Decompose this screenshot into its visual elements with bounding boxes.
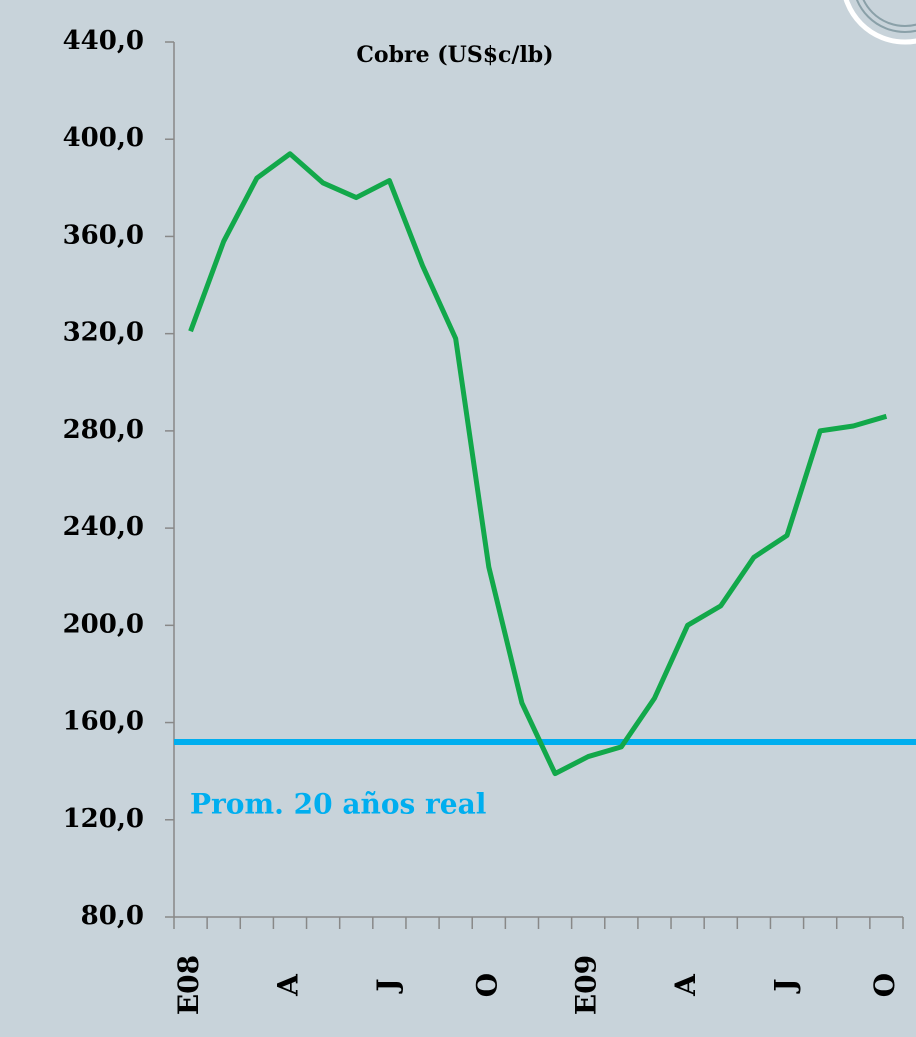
reference-label: Prom. 20 años real [190,788,486,821]
x-tick-label: O [470,973,503,997]
x-tick-label: A [669,973,702,997]
x-tick-label: E09 [570,955,603,1015]
y-tick-label: 160,0 [63,707,144,737]
y-tick-label: 80,0 [81,901,144,931]
x-tick-label: E08 [172,955,205,1015]
x-tick-label: O [868,973,901,997]
y-tick-label: 440,0 [63,26,144,56]
x-tick-label: A [271,973,304,997]
y-tick-label: 400,0 [63,123,144,153]
x-tick-label: J [371,978,404,994]
y-tick-label: 240,0 [63,512,144,542]
y-tick-label: 280,0 [63,415,144,445]
y-tick-label: 320,0 [63,318,144,348]
y-tick-label: 200,0 [63,609,144,639]
x-tick-label: J [769,978,802,994]
y-tick-label: 360,0 [63,220,144,250]
chart-title: Cobre (US$c/lb) [356,42,553,68]
y-tick-label: 120,0 [63,804,144,834]
decoration [843,0,916,45]
series-line [188,151,888,777]
